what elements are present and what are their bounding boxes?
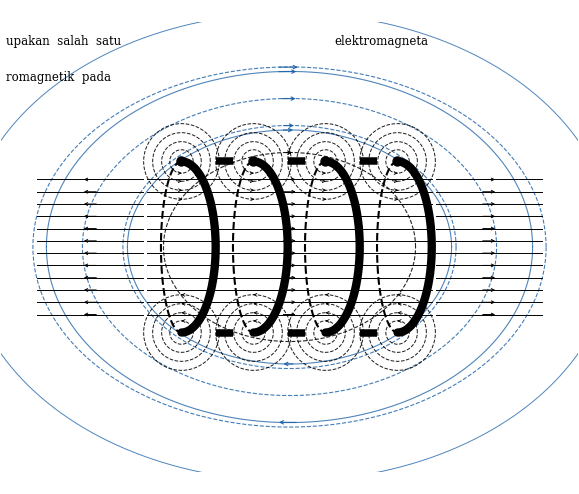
Circle shape [249, 157, 258, 166]
Text: upakan  salah  satu: upakan salah satu [6, 36, 121, 48]
Text: elektromagneta: elektromagneta [335, 36, 428, 48]
Circle shape [393, 157, 402, 166]
Circle shape [177, 157, 186, 166]
Circle shape [321, 157, 330, 166]
Text: romagnetik  pada: romagnetik pada [6, 72, 111, 84]
